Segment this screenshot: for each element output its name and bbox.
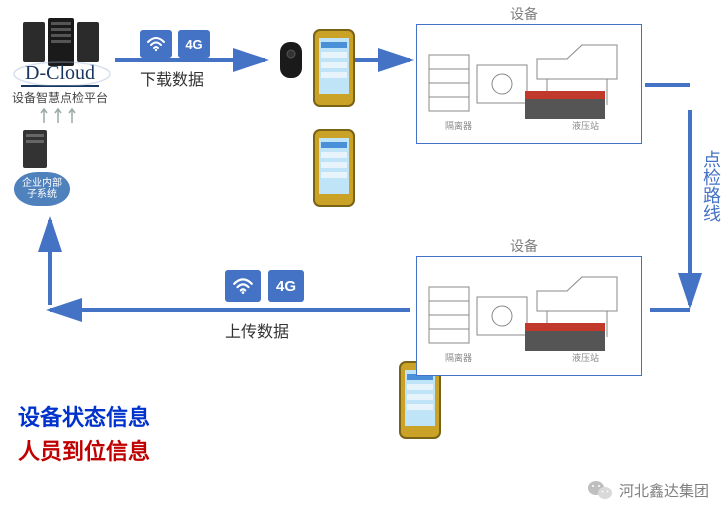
wifi-icon xyxy=(225,270,261,302)
svg-text:液压站: 液压站 xyxy=(572,120,599,131)
enterprise-subsystem-cloud: 企业内部 子系统 xyxy=(14,172,70,206)
download-label: 下载数据 xyxy=(140,66,204,90)
mini-cloud-l1: 企业内部 xyxy=(22,178,62,189)
footer-text: 河北鑫达集团 xyxy=(619,480,709,501)
fourg-icon: 4G xyxy=(268,270,304,302)
rugged-phone xyxy=(312,28,356,113)
svg-text:隔离器: 隔离器 xyxy=(445,352,472,363)
wechat-footer: 河北鑫达集团 xyxy=(587,479,709,501)
rfid-tag xyxy=(278,40,304,85)
inspection-route-label: 点检路线 xyxy=(698,150,723,222)
device-bottom-label: 设备 xyxy=(510,236,538,256)
device-top-label: 设备 xyxy=(510,4,538,24)
cloud-subtitle: 设备智慧点检平台 xyxy=(12,89,108,106)
svg-text:液压站: 液压站 xyxy=(572,352,599,363)
cloud-platform: D-Cloud 设备智慧点检平台 xyxy=(12,62,108,106)
device-box-top: 隔离器 液压站 xyxy=(416,24,642,144)
svg-text:隔离器: 隔离器 xyxy=(445,120,472,131)
device-box-bottom: 隔离器 液压站 xyxy=(416,256,642,376)
big-label-status: 设备状态信息 xyxy=(18,400,150,432)
wifi-icon xyxy=(140,30,172,58)
mini-cloud-l2: 子系统 xyxy=(22,189,62,200)
wechat-icon xyxy=(587,479,613,501)
small-server xyxy=(20,128,50,175)
upload-label: 上传数据 xyxy=(225,318,289,342)
fourg-icon: 4G xyxy=(178,30,210,58)
rugged-phone xyxy=(312,128,356,213)
big-label-arrival: 人员到位信息 xyxy=(18,434,150,466)
up-arrows-deco xyxy=(38,105,78,130)
